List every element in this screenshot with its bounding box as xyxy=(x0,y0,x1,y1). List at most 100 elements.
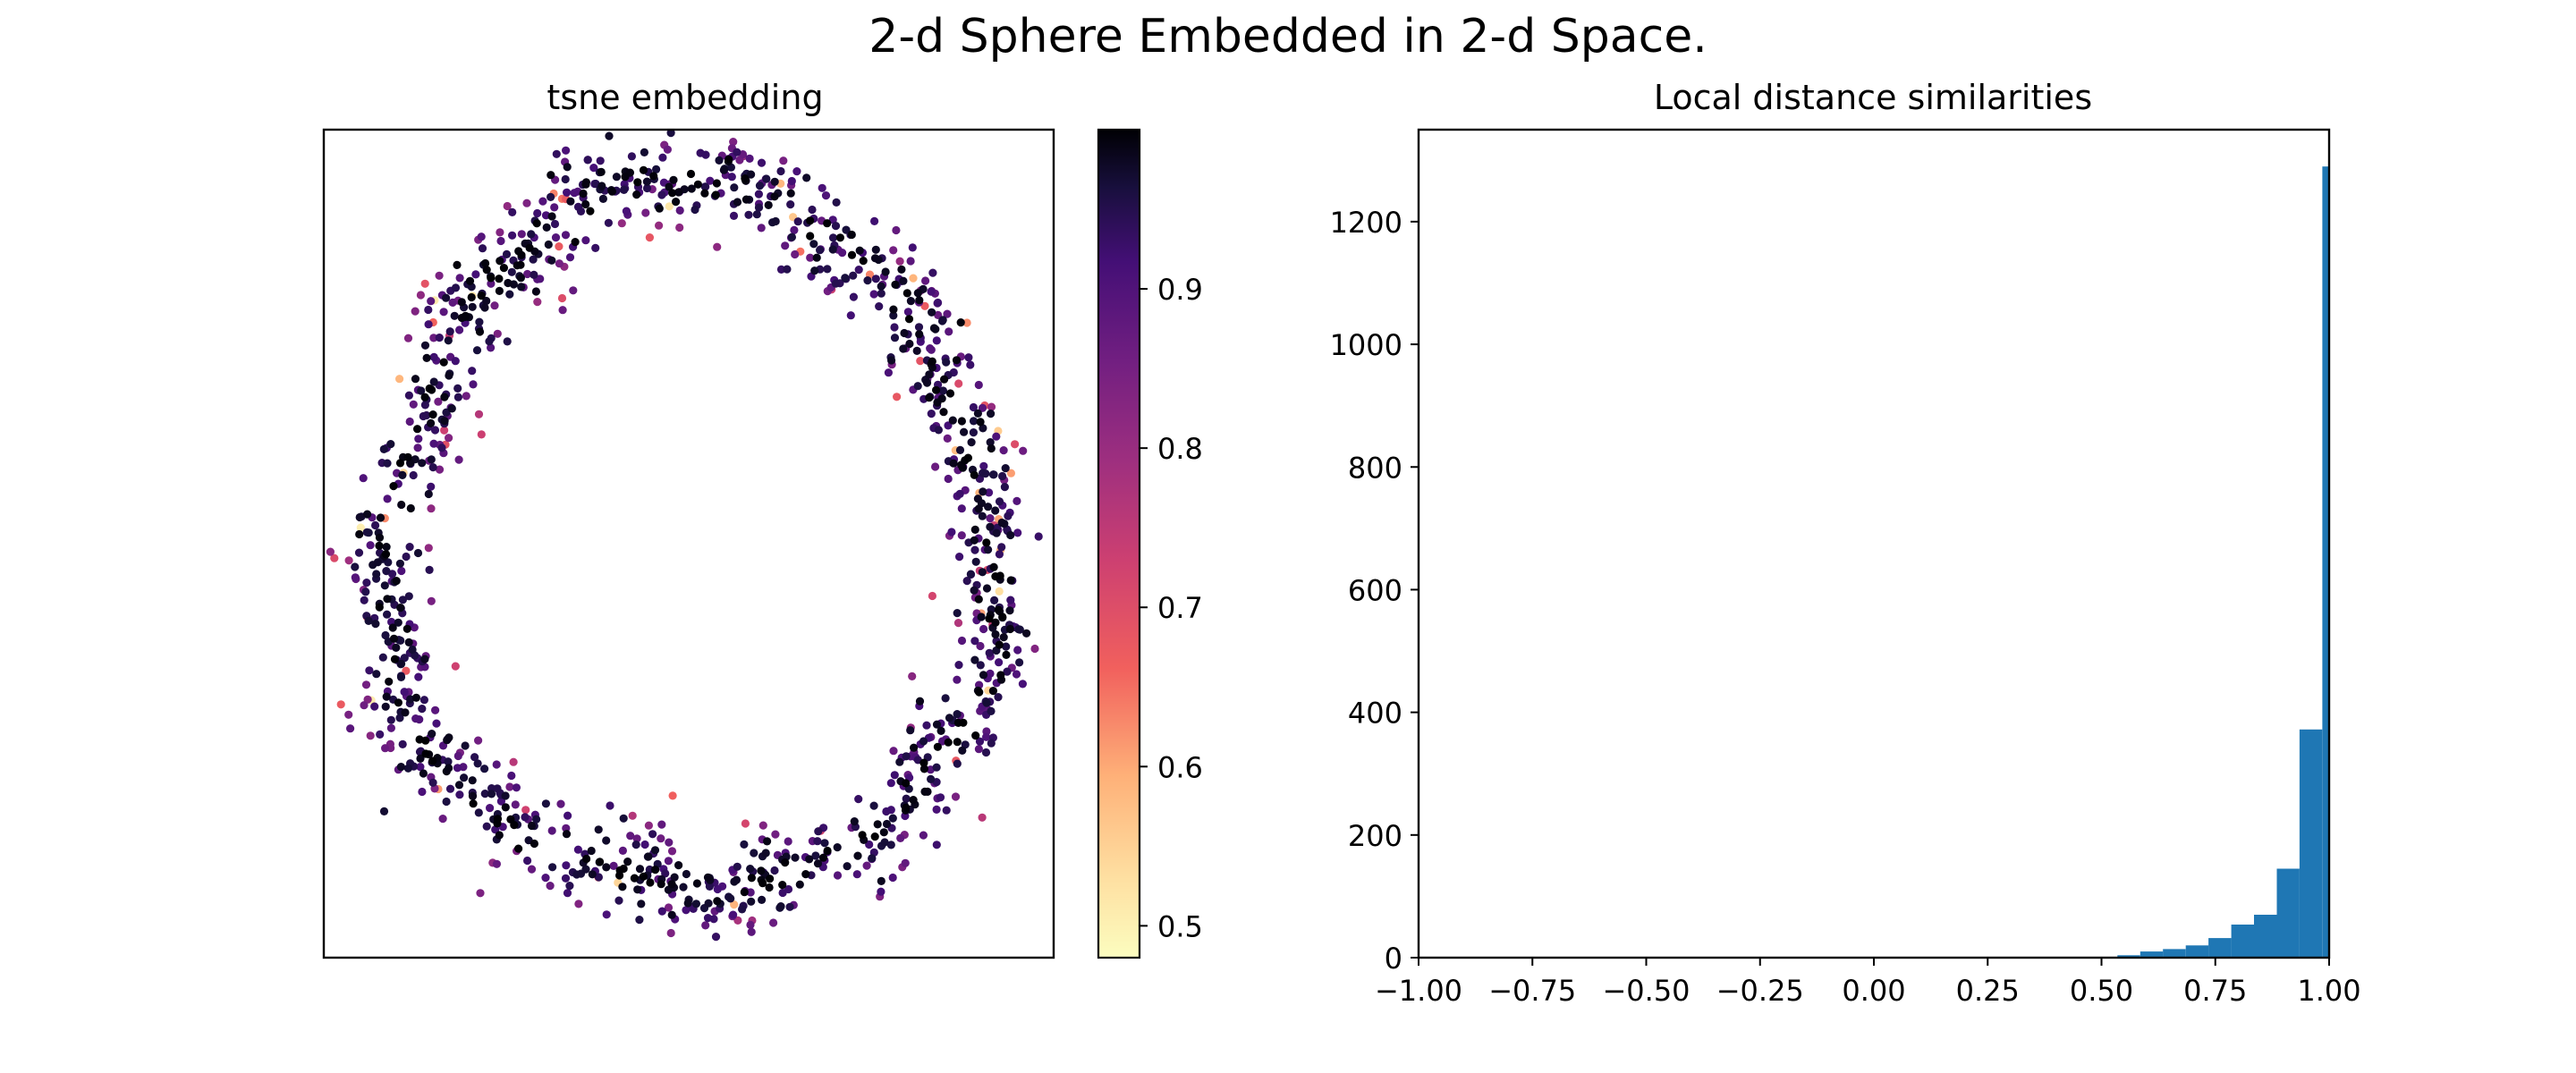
scatter-point xyxy=(957,636,967,646)
scatter-point xyxy=(691,900,701,908)
scatter-point xyxy=(492,859,502,868)
scatter-point xyxy=(969,428,978,437)
scatter-point xyxy=(408,645,417,655)
scatter-point xyxy=(404,391,413,400)
scatter-point xyxy=(932,763,941,772)
scatter-point xyxy=(468,791,478,801)
scatter-point xyxy=(854,795,863,804)
scatter-point xyxy=(419,696,428,705)
scatter-point xyxy=(642,177,652,186)
scatter-point xyxy=(417,386,426,395)
scatter-point xyxy=(561,174,570,184)
scatter-point xyxy=(400,654,409,663)
scatter-point xyxy=(541,799,551,808)
scatter-point xyxy=(931,462,940,471)
scatter-point xyxy=(828,245,837,254)
scatter-point xyxy=(862,861,871,870)
scatter-point xyxy=(741,819,750,828)
scatter-point xyxy=(389,634,399,643)
scatter-point xyxy=(476,889,485,898)
scatter-point xyxy=(496,236,505,246)
scatter-point xyxy=(637,900,646,908)
scatter-point xyxy=(630,874,640,883)
scatter-point xyxy=(596,156,605,165)
scatter-point xyxy=(511,800,520,809)
scatter-point xyxy=(667,847,677,856)
scatter-point xyxy=(979,671,988,680)
x-tick-label: −0.50 xyxy=(1602,974,1690,1008)
scatter-point xyxy=(344,710,353,719)
scatter-point xyxy=(966,570,975,579)
scatter-point xyxy=(790,225,799,234)
scatter-point xyxy=(414,672,423,681)
scatter-point xyxy=(386,440,395,449)
scatter-point xyxy=(729,138,738,147)
scatter-point xyxy=(618,846,628,856)
scatter-point xyxy=(402,666,411,675)
scatter-point xyxy=(409,470,418,480)
scatter-point xyxy=(620,185,629,194)
histogram-title: Local distance similarities xyxy=(1654,78,2092,117)
scatter-point xyxy=(650,846,660,855)
scatter-point xyxy=(493,329,502,338)
scatter-point xyxy=(932,720,942,729)
scatter-point xyxy=(370,702,379,711)
scatter-point xyxy=(852,870,861,879)
scatter-point xyxy=(791,249,800,259)
scatter-point xyxy=(976,641,985,651)
scatter-point xyxy=(821,191,831,200)
scatter-point xyxy=(424,320,433,329)
scatter-point xyxy=(976,661,985,670)
scatter-point xyxy=(474,410,484,418)
scatter-point xyxy=(455,274,464,283)
scatter-point xyxy=(916,357,925,366)
scatter-point xyxy=(609,861,618,871)
scatter-point xyxy=(889,311,898,320)
scatter-point xyxy=(666,129,675,138)
scatter-point xyxy=(755,182,765,190)
scatter-point xyxy=(758,821,767,830)
scatter-point xyxy=(979,487,987,496)
scatter-point xyxy=(846,311,855,320)
scatter-point xyxy=(424,489,433,499)
scatter-point xyxy=(668,791,677,800)
scatter-point xyxy=(987,410,996,418)
scatter-point xyxy=(427,455,436,464)
scatter-point xyxy=(487,279,496,288)
scatter-point xyxy=(420,655,429,663)
scatter-point xyxy=(416,763,425,772)
scatter-point xyxy=(508,207,517,216)
scatter-point xyxy=(548,863,557,872)
scatter-point xyxy=(970,470,979,479)
scatter-point xyxy=(787,232,797,241)
scatter-point xyxy=(943,434,952,443)
scatter-point xyxy=(747,170,756,179)
scatter-point xyxy=(888,814,897,823)
scatter-point xyxy=(392,577,401,586)
scatter-point xyxy=(597,182,606,190)
scatter-point xyxy=(909,274,918,283)
scatter-point xyxy=(686,169,696,179)
scatter-point xyxy=(564,811,572,820)
scatter-frame xyxy=(322,128,1055,959)
scatter-point xyxy=(888,873,897,883)
scatter-point xyxy=(623,858,632,866)
scatter-point xyxy=(928,308,936,317)
colorbar-tick-label: 0.8 xyxy=(1157,432,1203,466)
scatter-point xyxy=(594,825,603,834)
scatter-point xyxy=(514,844,523,853)
histogram-bar xyxy=(2231,925,2254,958)
x-tick-label: −1.00 xyxy=(1375,974,1462,1008)
x-tick-label: −0.25 xyxy=(1716,974,1804,1008)
scatter-point xyxy=(570,189,579,198)
scatter-point xyxy=(987,739,996,748)
scatter-point xyxy=(413,425,422,434)
scatter-point xyxy=(945,714,954,722)
scatter-point xyxy=(351,562,360,571)
scatter-point xyxy=(533,298,542,307)
scatter-point xyxy=(843,862,852,871)
scatter-point xyxy=(987,402,996,411)
scatter-point xyxy=(914,323,924,332)
scatter-point xyxy=(945,327,953,336)
scatter-point xyxy=(810,266,819,275)
